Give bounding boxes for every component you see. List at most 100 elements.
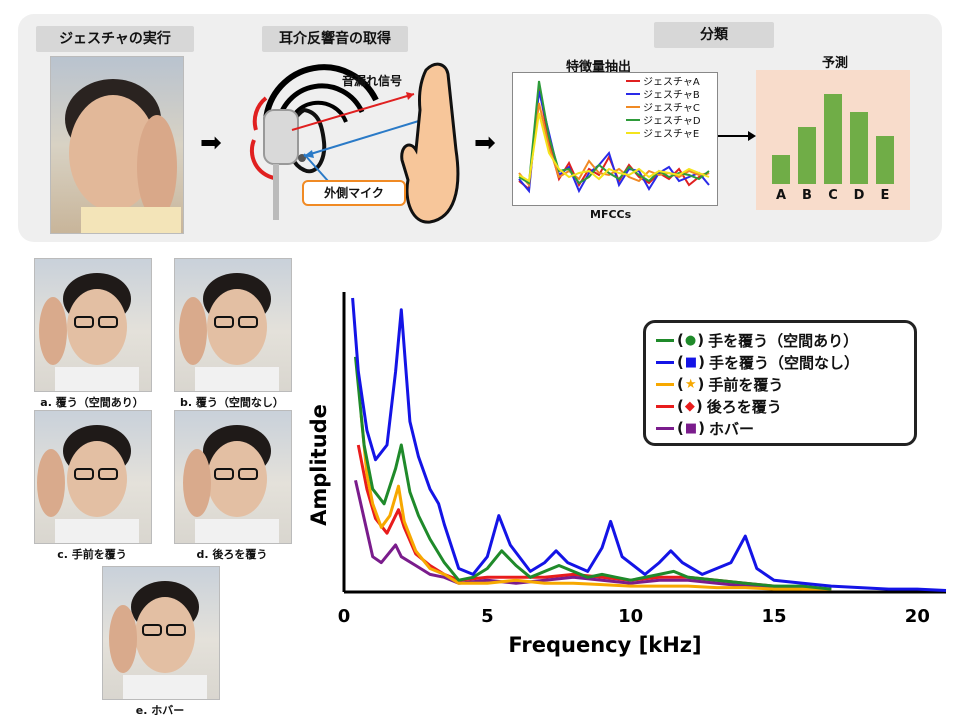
legend-paren: ) xyxy=(695,397,703,415)
prediction-bar-a xyxy=(772,155,790,184)
gesture-photo-e xyxy=(102,566,220,700)
legend-item-4: (■) ホバー xyxy=(656,417,904,439)
legend-marker-icon: ★ xyxy=(684,376,697,392)
ear-echo-diagram xyxy=(249,62,460,224)
legend-marker-icon: ● xyxy=(684,332,697,348)
mfcc-legend-label: ジェスチャB xyxy=(643,90,700,101)
legend-item-3: (◆) 後ろを覆う xyxy=(656,395,904,417)
series-line-4 xyxy=(354,479,832,591)
mfcc-legend: ジェスチャA ジェスチャB ジェスチャC ジェスチャD ジェスチャE xyxy=(626,74,701,140)
mfcc-legend-swatch xyxy=(626,118,640,121)
legend-item-0: (●) 手を覆う（空間あり） xyxy=(656,329,904,351)
gesture-caption-d: d. 後ろを覆う xyxy=(196,548,268,561)
legend-item-1: (■) 手を覆う（空間なし） xyxy=(656,351,904,373)
leak-signal-label: 音漏れ信号 xyxy=(342,74,403,88)
mfcc-legend-label: ジェスチャC xyxy=(643,103,700,114)
prediction-category-label: C xyxy=(828,188,838,203)
prediction-category-label: E xyxy=(880,188,890,203)
legend-paren: ) xyxy=(697,331,705,349)
gesture-caption-c: c. 手前を覆う xyxy=(57,548,127,561)
legend-paren: ( xyxy=(677,419,684,437)
flow-arrow-icon: ➡ xyxy=(474,128,496,158)
legend-paren: ) xyxy=(697,375,705,393)
x-tick-label: 15 xyxy=(761,606,786,627)
prediction-bar-b xyxy=(798,127,816,184)
gesture-photo-b xyxy=(174,258,292,392)
gesture-photo-c xyxy=(34,410,152,544)
gesture-caption-a: a. 覆う（空間あり） xyxy=(40,396,144,409)
mfcc-legend-item: ジェスチャD xyxy=(626,113,701,127)
chart-legend: (●) 手を覆う（空間あり）(■) 手を覆う（空間なし）(★) 手前を覆う(◆)… xyxy=(643,320,917,446)
mfcc-trace xyxy=(518,112,710,183)
series-line-2 xyxy=(359,415,832,591)
reflected-signal-line xyxy=(303,119,423,157)
prediction-arrow-icon xyxy=(718,131,756,141)
legend-label: 手を覆う（空間なし） xyxy=(709,353,860,372)
legend-item-2: (★) 手前を覆う xyxy=(656,373,904,395)
series-line-0 xyxy=(354,356,832,591)
mfcc-legend-item: ジェスチャB xyxy=(626,87,701,101)
legend-paren: ) xyxy=(698,353,706,371)
prediction-title: 予測 xyxy=(822,56,849,71)
mfcc-legend-swatch xyxy=(626,92,640,95)
series-line-1 xyxy=(351,297,947,592)
legend-paren: ( xyxy=(677,397,684,415)
legend-label: 後ろを覆う xyxy=(706,397,782,416)
legend-label: 手前を覆う xyxy=(708,375,784,394)
leak-signal-line xyxy=(291,93,415,131)
stage-label-echo-acquisition: 耳介反響音の取得 xyxy=(262,26,408,52)
gesture-caption-e: e. ホバー xyxy=(135,704,185,717)
legend-paren: ( xyxy=(677,353,684,371)
mfcc-legend-item: ジェスチャE xyxy=(626,126,701,140)
legend-line-swatch xyxy=(656,338,674,342)
x-tick-label: 0 xyxy=(338,606,351,627)
legend-line-swatch xyxy=(656,404,674,408)
prediction-category-label: A xyxy=(775,188,787,203)
mfcc-legend-swatch xyxy=(626,79,640,82)
x-tick-label: 10 xyxy=(618,606,643,627)
earbud-icon xyxy=(263,109,299,165)
x-tick-label: 20 xyxy=(905,606,930,627)
mfcc-legend-swatch xyxy=(626,131,640,134)
prediction-bar-d xyxy=(850,112,868,184)
legend-marker-icon: ■ xyxy=(684,354,698,370)
legend-line-swatch xyxy=(656,426,674,430)
y-axis-label: Amplitude xyxy=(307,404,331,526)
stage-label-gesture-execution: ジェスチャの実行 xyxy=(36,26,194,52)
sound-ring-outer-icon xyxy=(263,64,379,121)
gesture-execution-photo xyxy=(50,56,184,234)
mfcc-legend-label: ジェスチャA xyxy=(643,77,700,88)
prediction-bar-e xyxy=(876,136,894,184)
prediction-category-label: B xyxy=(802,188,812,203)
feature-extraction-title: 特徴量抽出 xyxy=(566,60,632,75)
mfcc-legend-swatch xyxy=(626,105,640,108)
x-tick-label: 5 xyxy=(481,606,494,627)
gesture-photo-d xyxy=(174,410,292,544)
mfcc-legend-label: ジェスチャE xyxy=(643,129,700,140)
prediction-bar-c xyxy=(824,94,842,184)
legend-label: 手を覆う（空間あり） xyxy=(708,331,859,350)
legend-paren: ( xyxy=(677,331,684,349)
frequency-response-chart: 0 5 10 15 20 Frequency [kHz] Amplitude xyxy=(307,292,947,657)
legend-paren: ( xyxy=(677,375,684,393)
legend-marker-icon: ■ xyxy=(684,420,698,436)
outer-mic-label: 外側マイク xyxy=(302,180,406,206)
legend-paren: ) xyxy=(698,419,706,437)
mfcc-legend-label: ジェスチャD xyxy=(643,116,701,127)
reflection-arc-icon xyxy=(249,139,275,180)
prediction-category-label: D xyxy=(853,188,865,203)
legend-line-swatch xyxy=(656,382,674,386)
mfcc-legend-item: ジェスチャA xyxy=(626,74,701,88)
x-axis-label: Frequency [kHz] xyxy=(508,633,701,657)
mfcc-legend-item: ジェスチャC xyxy=(626,100,701,114)
legend-line-swatch xyxy=(656,360,674,364)
gesture-caption-b: b. 覆う（空間なし） xyxy=(180,396,284,409)
mfcc-plot-canvas xyxy=(518,80,710,194)
legend-marker-icon: ◆ xyxy=(684,398,695,414)
mfcc-xlabel: MFCCs xyxy=(590,208,632,221)
mfcc-plot xyxy=(512,72,718,206)
hand-icon xyxy=(400,62,460,224)
legend-label: ホバー xyxy=(709,419,755,438)
flow-arrow-icon: ➡ xyxy=(200,128,222,158)
